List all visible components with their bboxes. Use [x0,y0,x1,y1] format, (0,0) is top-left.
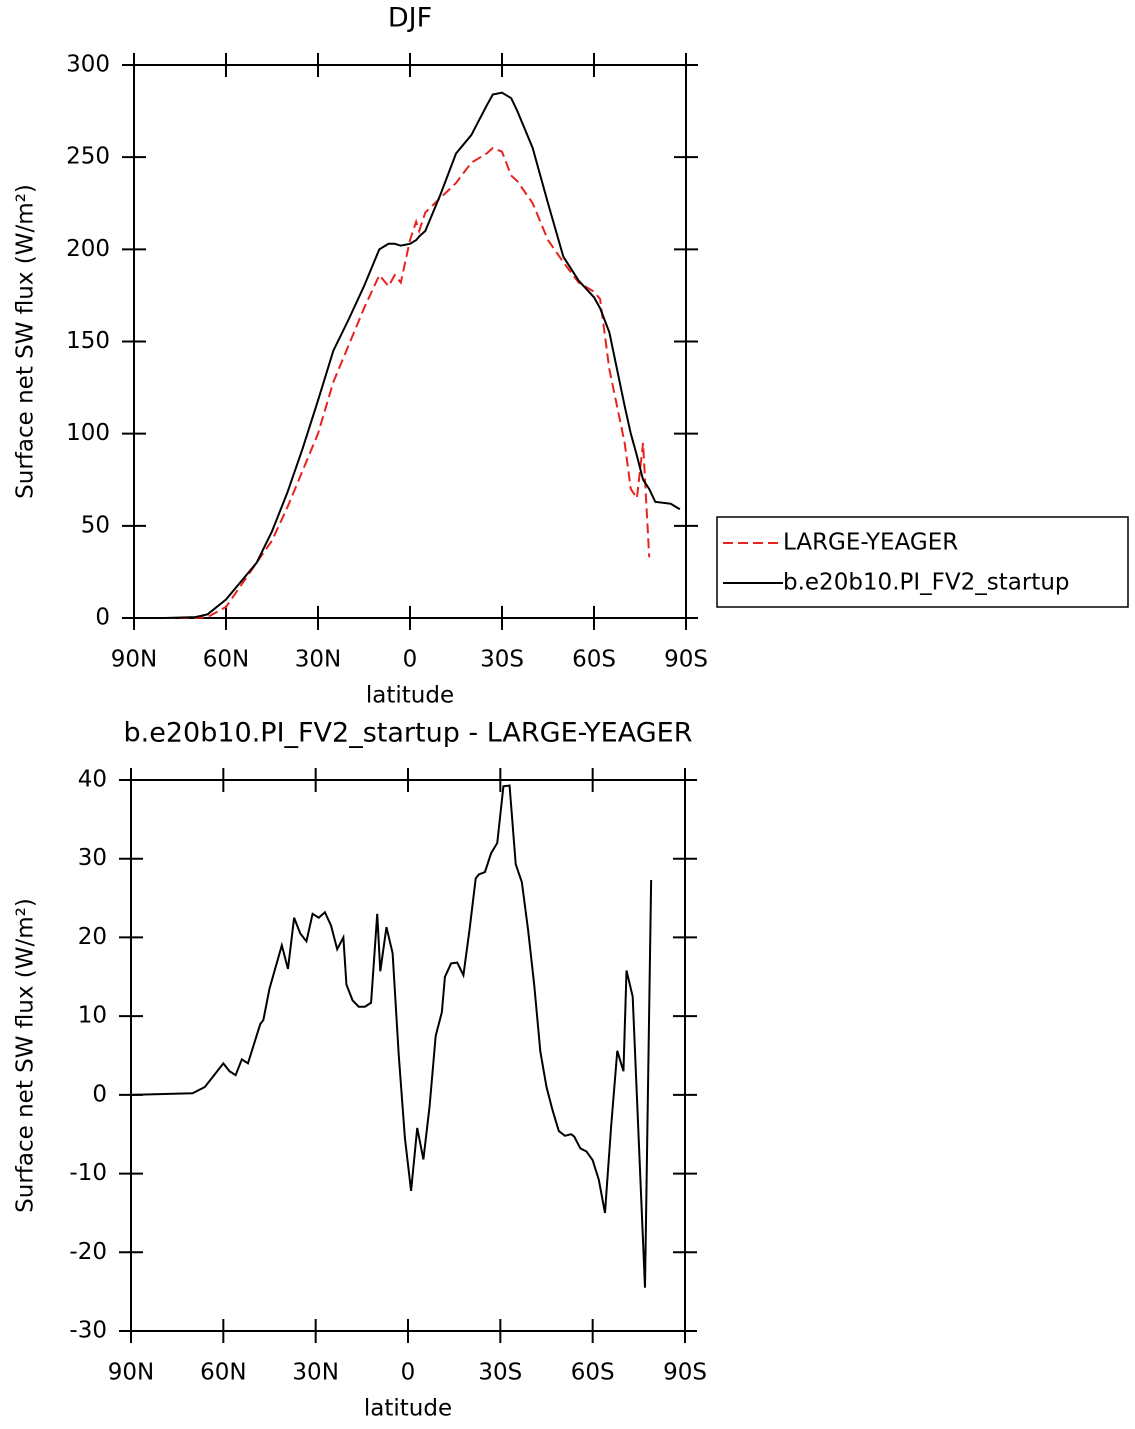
x-tick-label: 60N [200,1360,246,1386]
x-tick-label: 90N [108,1360,154,1386]
y-tick-label: -10 [69,1160,107,1186]
y-tick-label: 200 [66,236,110,262]
x-tick-label: 30N [295,647,341,673]
chart-title: b.e20b10.PI_FV2_startup - LARGE-YEAGER [124,718,693,749]
y-tick-label: 30 [78,845,107,871]
x-tick-label: 30S [478,1360,522,1386]
y-tick-label: -30 [69,1318,107,1344]
y-tick-label: 150 [66,328,110,354]
legend-label: b.e20b10.PI_FV2_startup [783,570,1070,596]
x-tick-label: 90N [111,647,157,673]
x-tick-label: 60S [571,1360,615,1386]
y-tick-label: 100 [66,420,110,446]
series-line [130,784,653,1288]
y-tick-label: 10 [78,1003,107,1029]
x-axis-label: latitude [364,1396,452,1422]
x-tick-label: 90S [664,647,708,673]
y-tick-label: 0 [95,605,110,631]
x-tick-label: 60N [203,647,249,673]
plot-frame [133,64,687,619]
y-tick-label: 40 [78,767,107,793]
x-tick-label: 60S [572,647,616,673]
legend-label: LARGE-YEAGER [783,530,958,556]
series-line [134,146,651,619]
x-tick-label: 30N [292,1360,338,1386]
x-tick-label: 0 [403,647,418,673]
y-tick-label: 300 [66,52,110,78]
series-line [134,91,681,619]
y-axis-label: Surface net SW flux (W/m²) [13,184,39,499]
x-tick-label: 0 [401,1360,416,1386]
y-tick-label: 0 [92,1081,107,1107]
legend-box [716,516,1129,608]
y-axis-label: Surface net SW flux (W/m²) [13,898,39,1213]
y-tick-label: 250 [66,144,110,170]
x-tick-label: 90S [663,1360,707,1386]
y-tick-label: 20 [78,924,107,950]
plot-frame [130,779,686,1332]
x-tick-label: 30S [480,647,524,673]
y-tick-label: 50 [81,512,110,538]
chart-title: DJF [388,3,432,34]
y-tick-label: -20 [69,1239,107,1265]
x-axis-label: latitude [366,683,454,709]
